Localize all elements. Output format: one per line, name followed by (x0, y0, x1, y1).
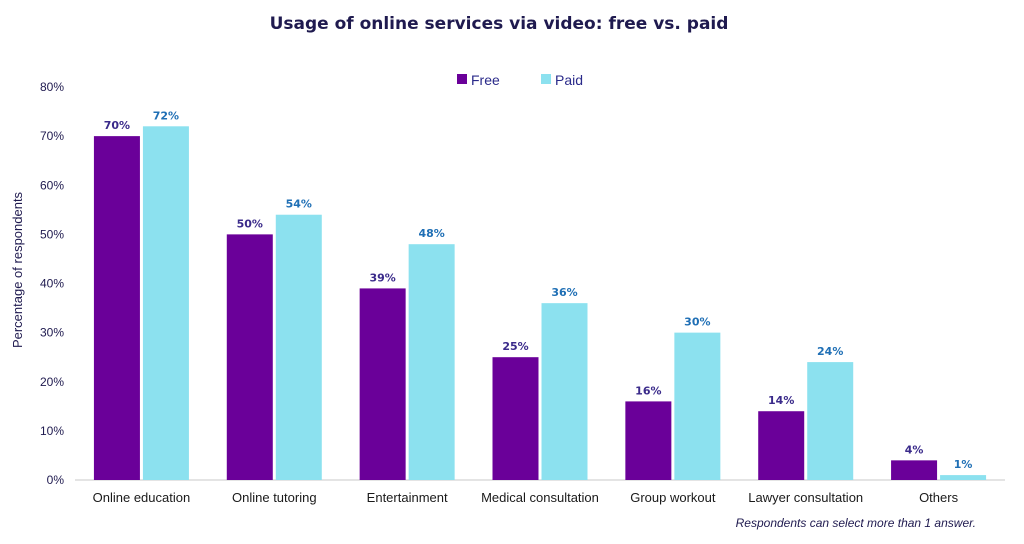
legend-swatch-paid (541, 74, 551, 84)
bar-free (758, 411, 805, 480)
bar-paid (408, 244, 455, 480)
y-tick-label: 30% (40, 326, 64, 340)
data-label-paid: 36% (551, 286, 577, 299)
y-tick-label: 40% (40, 277, 64, 291)
bar-free (226, 234, 273, 480)
bar-free (625, 401, 672, 480)
data-label-paid: 1% (954, 458, 973, 471)
bar-free (359, 288, 406, 480)
y-tick-label: 60% (40, 178, 64, 192)
y-tick-label: 20% (40, 375, 64, 389)
bar-paid (142, 126, 189, 481)
category-label: Online education (93, 490, 191, 505)
legend: Free Paid (457, 72, 583, 88)
data-label-paid: 30% (684, 316, 710, 329)
bar-paid (807, 362, 854, 480)
category-label: Online tutoring (232, 490, 317, 505)
category-label: Medical consultation (481, 490, 599, 505)
bar-paid (674, 332, 721, 480)
y-tick-label: 50% (40, 227, 64, 241)
bar-paid (940, 475, 987, 480)
data-label-paid: 72% (153, 109, 179, 122)
y-axis-ticks: 0% 10% 20% 30% 40% 50% 60% 70% 80% (40, 80, 64, 487)
footnote: Respondents can select more than 1 answe… (736, 516, 976, 530)
bar-free (891, 460, 938, 480)
bar-paid (275, 214, 322, 480)
y-tick-label: 70% (40, 129, 64, 143)
data-label-free: 50% (237, 217, 263, 230)
y-tick-label: 10% (40, 424, 64, 438)
data-label-paid: 24% (817, 345, 843, 358)
category-label: Entertainment (367, 490, 448, 505)
category-labels: Online education Online tutoring Entertain… (93, 490, 959, 505)
bars: 70% 72% 50% 54% 39% 48% 25% 36% 16% 30% 14% 24% 4% 1% (93, 109, 987, 481)
data-label-free: 70% (104, 119, 130, 132)
legend-label-paid: Paid (555, 72, 583, 88)
data-label-free: 16% (635, 384, 661, 397)
category-label: Lawyer consultation (748, 490, 863, 505)
data-label-paid: 48% (418, 227, 444, 240)
y-tick-label: 0% (47, 473, 65, 487)
bar-free (492, 357, 539, 480)
chart-title: Usage of online services via video: free… (270, 14, 729, 34)
data-label-paid: 54% (286, 198, 312, 211)
legend-label-free: Free (471, 72, 500, 88)
legend-swatch-free (457, 74, 467, 84)
y-tick-label: 80% (40, 80, 64, 94)
bar-paid (541, 303, 588, 480)
category-label: Others (919, 490, 959, 505)
bar-free (93, 136, 140, 480)
data-label-free: 4% (905, 443, 924, 456)
y-axis-label: Percentage of respondents (10, 191, 25, 348)
data-label-free: 14% (768, 394, 794, 407)
data-label-free: 25% (502, 340, 528, 353)
data-label-free: 39% (369, 271, 395, 284)
category-label: Group workout (630, 490, 716, 505)
